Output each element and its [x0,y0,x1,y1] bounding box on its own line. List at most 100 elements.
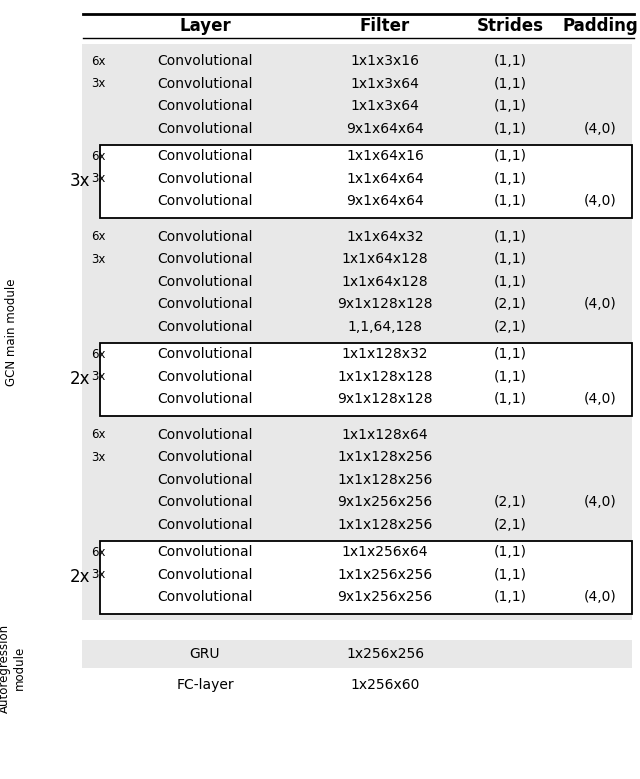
Text: 3x: 3x [92,451,106,464]
Text: (1,1): (1,1) [493,252,527,266]
Text: 1x1x128x256: 1x1x128x256 [337,450,433,464]
Bar [100,145,632,217]
Text: 2x: 2x [70,370,90,388]
Text: Convolutional: Convolutional [157,77,253,90]
Text: FC-layer: FC-layer [176,679,234,693]
Text: 1x256x60: 1x256x60 [350,679,420,693]
Text: Convolutional: Convolutional [157,319,253,333]
Bar [100,343,632,415]
Text: Convolutional: Convolutional [157,194,253,208]
Text: (1,1): (1,1) [493,171,527,185]
Text: 1x1x64x128: 1x1x64x128 [342,252,428,266]
Text: (2,1): (2,1) [493,319,527,333]
Text: GCN main module: GCN main module [6,278,19,386]
Text: 1x1x64x16: 1x1x64x16 [346,150,424,164]
Text: 1x1x128x32: 1x1x128x32 [342,347,428,361]
Text: 9x1x256x256: 9x1x256x256 [337,495,433,509]
Text: (1,1): (1,1) [493,99,527,113]
Text: 6x: 6x [92,231,106,243]
Text: (4,0): (4,0) [584,495,616,509]
Text: Convolutional: Convolutional [157,450,253,464]
Text: Convolutional: Convolutional [157,150,253,164]
Text: (4,0): (4,0) [584,194,616,208]
Text: (1,1): (1,1) [493,370,527,384]
Text: 1x1x128x128: 1x1x128x128 [337,370,433,384]
Text: (1,1): (1,1) [493,194,527,208]
Text: (1,1): (1,1) [493,347,527,361]
Text: 9x1x64x64: 9x1x64x64 [346,122,424,136]
Text: 6x: 6x [92,55,106,68]
Text: 3x: 3x [92,77,106,90]
Text: Filter: Filter [360,17,410,35]
Text: Convolutional: Convolutional [157,590,253,605]
Text: Autoregression
module: Autoregression module [0,623,26,713]
Text: Convolutional: Convolutional [157,495,253,509]
Text: Convolutional: Convolutional [157,122,253,136]
Text: 1x1x256x256: 1x1x256x256 [337,568,433,582]
Text: 1,1,64,128: 1,1,64,128 [348,319,422,333]
Text: Convolutional: Convolutional [157,275,253,289]
Text: 6x: 6x [92,428,106,441]
Text: 9x1x128x128: 9x1x128x128 [337,298,433,312]
Text: Strides: Strides [477,17,543,35]
Text: 1x1x64x32: 1x1x64x32 [346,230,424,244]
Text: 1x1x3x64: 1x1x3x64 [351,99,419,113]
Text: (1,1): (1,1) [493,590,527,605]
Text: 1x1x256x64: 1x1x256x64 [342,545,428,559]
Text: 3x: 3x [92,172,106,185]
Text: (2,1): (2,1) [493,518,527,532]
Text: 2x: 2x [70,568,90,587]
Text: 6x: 6x [92,347,106,361]
Text: Convolutional: Convolutional [157,230,253,244]
Text: (1,1): (1,1) [493,77,527,90]
Text: (4,0): (4,0) [584,122,616,136]
Text: 3x: 3x [92,568,106,581]
Text: 1x256x256: 1x256x256 [346,647,424,661]
Text: Convolutional: Convolutional [157,298,253,312]
Text: 1x1x3x16: 1x1x3x16 [351,55,419,69]
Text: Convolutional: Convolutional [157,171,253,185]
Text: 6x: 6x [92,150,106,163]
Text: (1,1): (1,1) [493,122,527,136]
Text: (4,0): (4,0) [584,298,616,312]
Text: Convolutional: Convolutional [157,55,253,69]
Text: Convolutional: Convolutional [157,568,253,582]
Text: Convolutional: Convolutional [157,428,253,442]
Text: 1x1x128x256: 1x1x128x256 [337,473,433,487]
Bar [82,640,632,668]
Text: (4,0): (4,0) [584,590,616,605]
Text: 9x1x128x128: 9x1x128x128 [337,393,433,407]
Text: (1,1): (1,1) [493,275,527,289]
Text: 3x: 3x [92,252,106,266]
Bar [82,44,632,619]
Text: (1,1): (1,1) [493,230,527,244]
Text: Convolutional: Convolutional [157,473,253,487]
Text: 9x1x64x64: 9x1x64x64 [346,194,424,208]
Text: (4,0): (4,0) [584,393,616,407]
Text: (1,1): (1,1) [493,545,527,559]
Text: (2,1): (2,1) [493,298,527,312]
Text: 3x: 3x [92,370,106,383]
Text: Convolutional: Convolutional [157,518,253,532]
Text: 1x1x64x64: 1x1x64x64 [346,171,424,185]
Text: Layer: Layer [179,17,231,35]
Text: 9x1x256x256: 9x1x256x256 [337,590,433,605]
Text: (1,1): (1,1) [493,150,527,164]
Text: 3x: 3x [70,172,90,190]
Text: 1x1x128x64: 1x1x128x64 [342,428,428,442]
Text: Padding: Padding [562,17,638,35]
Text: 1x1x3x64: 1x1x3x64 [351,77,419,90]
Text: GRU: GRU [189,647,220,661]
Text: (1,1): (1,1) [493,568,527,582]
Text: Convolutional: Convolutional [157,393,253,407]
Text: Convolutional: Convolutional [157,99,253,113]
Text: Convolutional: Convolutional [157,370,253,384]
Text: (1,1): (1,1) [493,393,527,407]
Text: (1,1): (1,1) [493,55,527,69]
Text: 1x1x128x256: 1x1x128x256 [337,518,433,532]
Bar [100,541,632,614]
Text: Convolutional: Convolutional [157,347,253,361]
Text: Convolutional: Convolutional [157,545,253,559]
Text: (2,1): (2,1) [493,495,527,509]
Text: 6x: 6x [92,546,106,559]
